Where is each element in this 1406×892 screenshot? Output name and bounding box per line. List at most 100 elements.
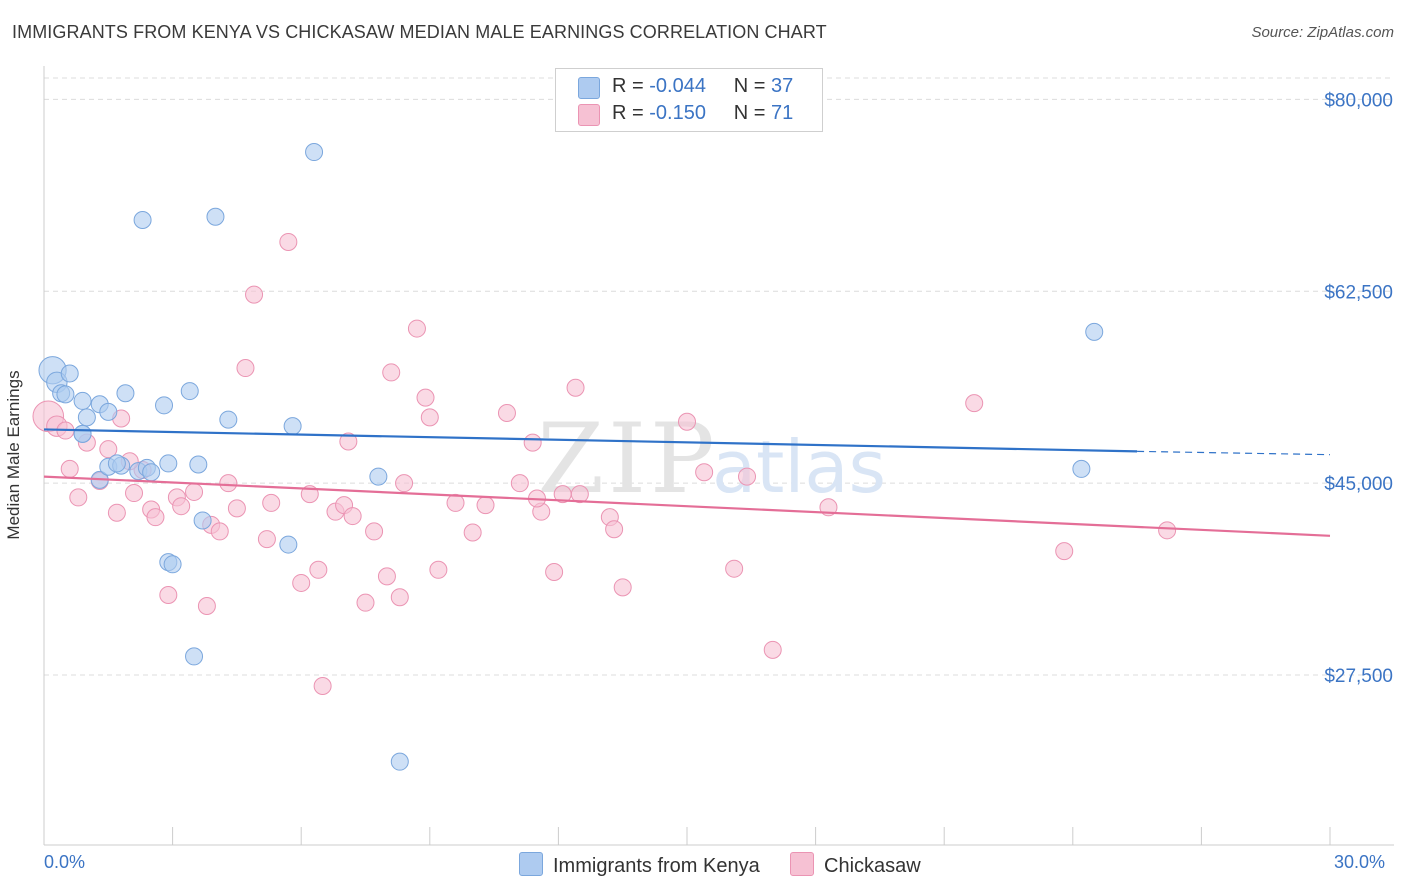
kenya-point — [107, 454, 126, 473]
chickasaw-point — [197, 596, 216, 615]
y-tick-labels: $27,500 $45,000 $62,500 $80,000 — [1324, 90, 1393, 687]
kenya-point — [155, 396, 174, 415]
x-tick-label-max: 30.0% — [1334, 852, 1386, 872]
chickasaw-point — [172, 497, 191, 516]
bottom-legend-label-kenya: Immigrants from Kenya — [553, 855, 760, 877]
kenya-trend-line — [43, 428, 1138, 453]
x-tick-label-min: 0.0% — [44, 852, 86, 872]
legend-r-label: R = — [612, 102, 644, 124]
chickasaw-point — [382, 363, 401, 382]
chickasaw-point — [1158, 521, 1177, 540]
chickasaw-point — [125, 484, 144, 503]
legend-r-value: -0.150 — [649, 102, 706, 124]
source-label: Source: ZipAtlas.com — [1251, 24, 1394, 41]
kenya-point — [73, 391, 92, 410]
legend-swatch-chickasaw — [578, 104, 600, 126]
kenya-point — [77, 408, 96, 427]
chickasaw-point — [497, 403, 516, 422]
chickasaw-point — [69, 488, 88, 507]
kenya-point — [279, 535, 298, 554]
chickasaw-point — [313, 677, 332, 696]
chickasaw-point — [429, 560, 448, 579]
chickasaw-point — [245, 285, 264, 304]
chickasaw-point — [107, 503, 126, 522]
y-axis-label: Median Male Earnings — [4, 370, 23, 540]
bottom-legend-label-chickasaw: Chickasaw — [824, 855, 921, 877]
chickasaw-point — [210, 522, 229, 541]
kenya-point — [180, 382, 199, 401]
kenya-point — [305, 143, 324, 162]
kenya-point — [189, 455, 208, 474]
chickasaw-point — [339, 432, 358, 451]
kenya-points — [38, 143, 1104, 771]
chart-title: IMMIGRANTS FROM KENYA VS CHICKASAW MEDIA… — [12, 22, 827, 42]
legend-swatch-kenya — [578, 77, 600, 99]
chickasaw-point — [257, 530, 276, 549]
kenya-point — [163, 555, 182, 574]
chickasaw-point — [738, 467, 757, 486]
chickasaw-point — [146, 508, 165, 527]
kenya-point — [99, 402, 118, 421]
kenya-point — [133, 211, 152, 230]
chickasaw-point — [219, 474, 238, 493]
kenya-trend-extension — [1137, 450, 1331, 456]
chickasaw-point — [279, 232, 298, 251]
chickasaw-point — [678, 412, 696, 431]
chickasaw-point — [695, 463, 714, 482]
y-tick-label: $80,000 — [1324, 90, 1393, 111]
kenya-point — [73, 424, 92, 443]
chickasaw-point — [605, 520, 624, 539]
chickasaw-point — [365, 522, 384, 541]
chickasaw-point — [510, 474, 529, 493]
kenya-point — [159, 454, 178, 473]
chickasaw-trend-line — [43, 475, 1331, 537]
chickasaw-point — [420, 408, 439, 427]
bottom-legend-swatch-kenya — [519, 852, 543, 876]
kenya-point — [283, 417, 302, 436]
chickasaw-point — [227, 499, 246, 518]
kenya-point — [1085, 322, 1104, 341]
watermark-atlas: atlas — [712, 425, 886, 509]
chickasaw-point — [446, 493, 465, 512]
kenya-point — [142, 463, 161, 482]
legend-r-label: R = — [612, 75, 644, 97]
chickasaw-point — [356, 593, 375, 612]
legend-n-value: 71 — [771, 102, 794, 124]
chickasaw-point — [566, 378, 585, 397]
chickasaw-point — [1055, 542, 1074, 561]
kenya-point — [1072, 459, 1091, 478]
chickasaw-point — [545, 562, 564, 581]
kenya-point — [369, 467, 388, 486]
chickasaw-point — [416, 388, 435, 407]
chickasaw-point — [343, 507, 362, 526]
bottom-legend-kenya: Immigrants from Kenya — [519, 852, 760, 878]
legend-n-label: N = — [733, 75, 766, 97]
trend-lines — [43, 428, 1331, 537]
chickasaw-point — [463, 523, 482, 542]
chickasaw-point — [236, 359, 255, 378]
chickasaw-point — [725, 559, 744, 578]
kenya-point — [116, 384, 135, 403]
chickasaw-point — [476, 496, 495, 515]
chickasaw-point — [390, 588, 409, 607]
kenya-point — [56, 385, 75, 404]
y-tick-label: $27,500 — [1324, 666, 1393, 687]
bottom-legend-chickasaw: Chickasaw — [790, 852, 921, 878]
chickasaw-point — [159, 586, 178, 605]
kenya-point — [206, 207, 225, 226]
watermark: ZIP atlas — [537, 403, 886, 515]
chickasaw-point — [395, 474, 414, 493]
chickasaw-point — [407, 319, 426, 338]
kenya-point — [60, 364, 79, 383]
y-tick-label: $62,500 — [1324, 282, 1393, 303]
chickasaw-point — [309, 560, 328, 579]
axes — [43, 66, 1394, 846]
chickasaw-point — [99, 440, 118, 459]
bottom-legend-swatch-chickasaw — [790, 852, 814, 876]
legend-n-label: N = — [733, 102, 766, 124]
kenya-point — [219, 410, 238, 429]
chickasaw-point — [60, 459, 79, 478]
kenya-point — [193, 511, 212, 530]
y-tick-label: $45,000 — [1324, 474, 1393, 495]
